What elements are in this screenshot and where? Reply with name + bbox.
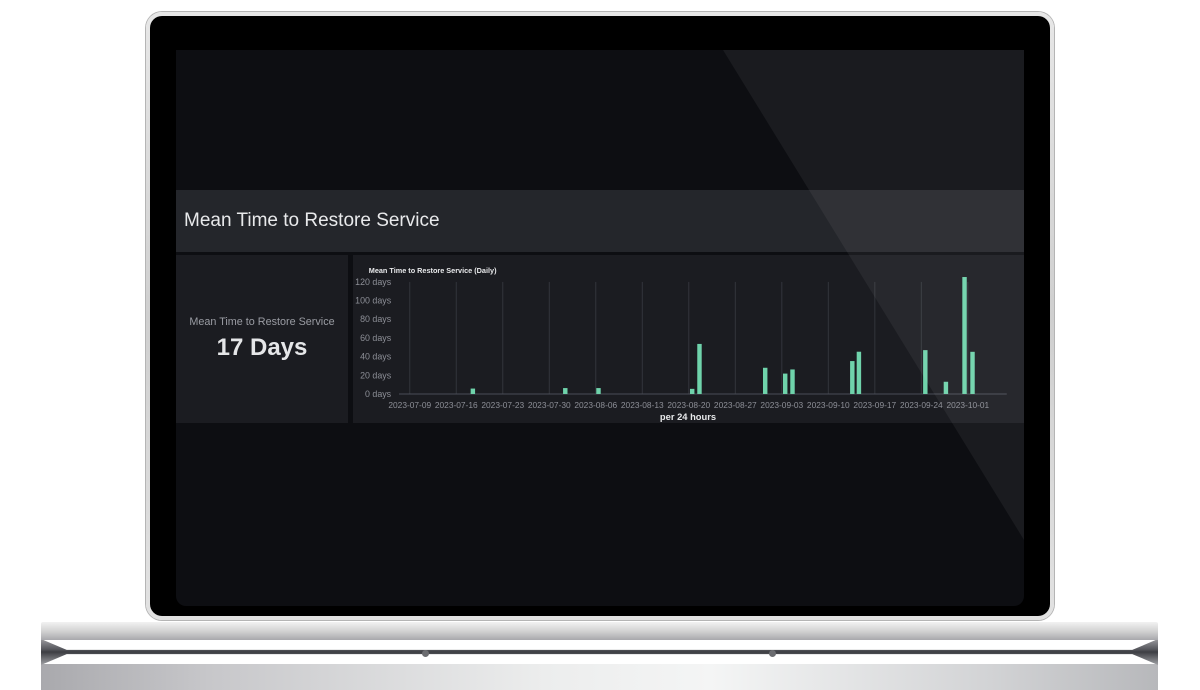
svg-text:0 days: 0 days: [365, 389, 392, 399]
svg-text:2023-08-13: 2023-08-13: [621, 400, 664, 410]
svg-text:Mean Time to Restore Service (: Mean Time to Restore Service (Daily): [369, 266, 497, 275]
svg-text:2023-09-24: 2023-09-24: [900, 400, 943, 410]
svg-text:2023-08-20: 2023-08-20: [667, 400, 710, 410]
svg-text:2023-09-17: 2023-09-17: [853, 400, 896, 410]
svg-text:20 days: 20 days: [360, 370, 392, 380]
svg-text:2023-09-10: 2023-09-10: [807, 400, 850, 410]
svg-text:2023-09-03: 2023-09-03: [760, 400, 803, 410]
svg-text:120 days: 120 days: [355, 277, 392, 287]
svg-text:100 days: 100 days: [355, 296, 392, 306]
svg-text:2023-08-06: 2023-08-06: [574, 400, 617, 410]
svg-text:2023-08-27: 2023-08-27: [714, 400, 757, 410]
svg-text:per 24 hours: per 24 hours: [660, 412, 716, 422]
svg-text:60 days: 60 days: [360, 333, 392, 343]
svg-text:80 days: 80 days: [360, 314, 392, 324]
svg-text:2023-07-23: 2023-07-23: [481, 400, 524, 410]
svg-text:2023-07-09: 2023-07-09: [388, 400, 431, 410]
svg-text:2023-10-01: 2023-10-01: [946, 400, 989, 410]
svg-text:40 days: 40 days: [360, 352, 392, 362]
svg-text:2023-07-30: 2023-07-30: [528, 400, 571, 410]
svg-text:2023-07-16: 2023-07-16: [435, 400, 478, 410]
